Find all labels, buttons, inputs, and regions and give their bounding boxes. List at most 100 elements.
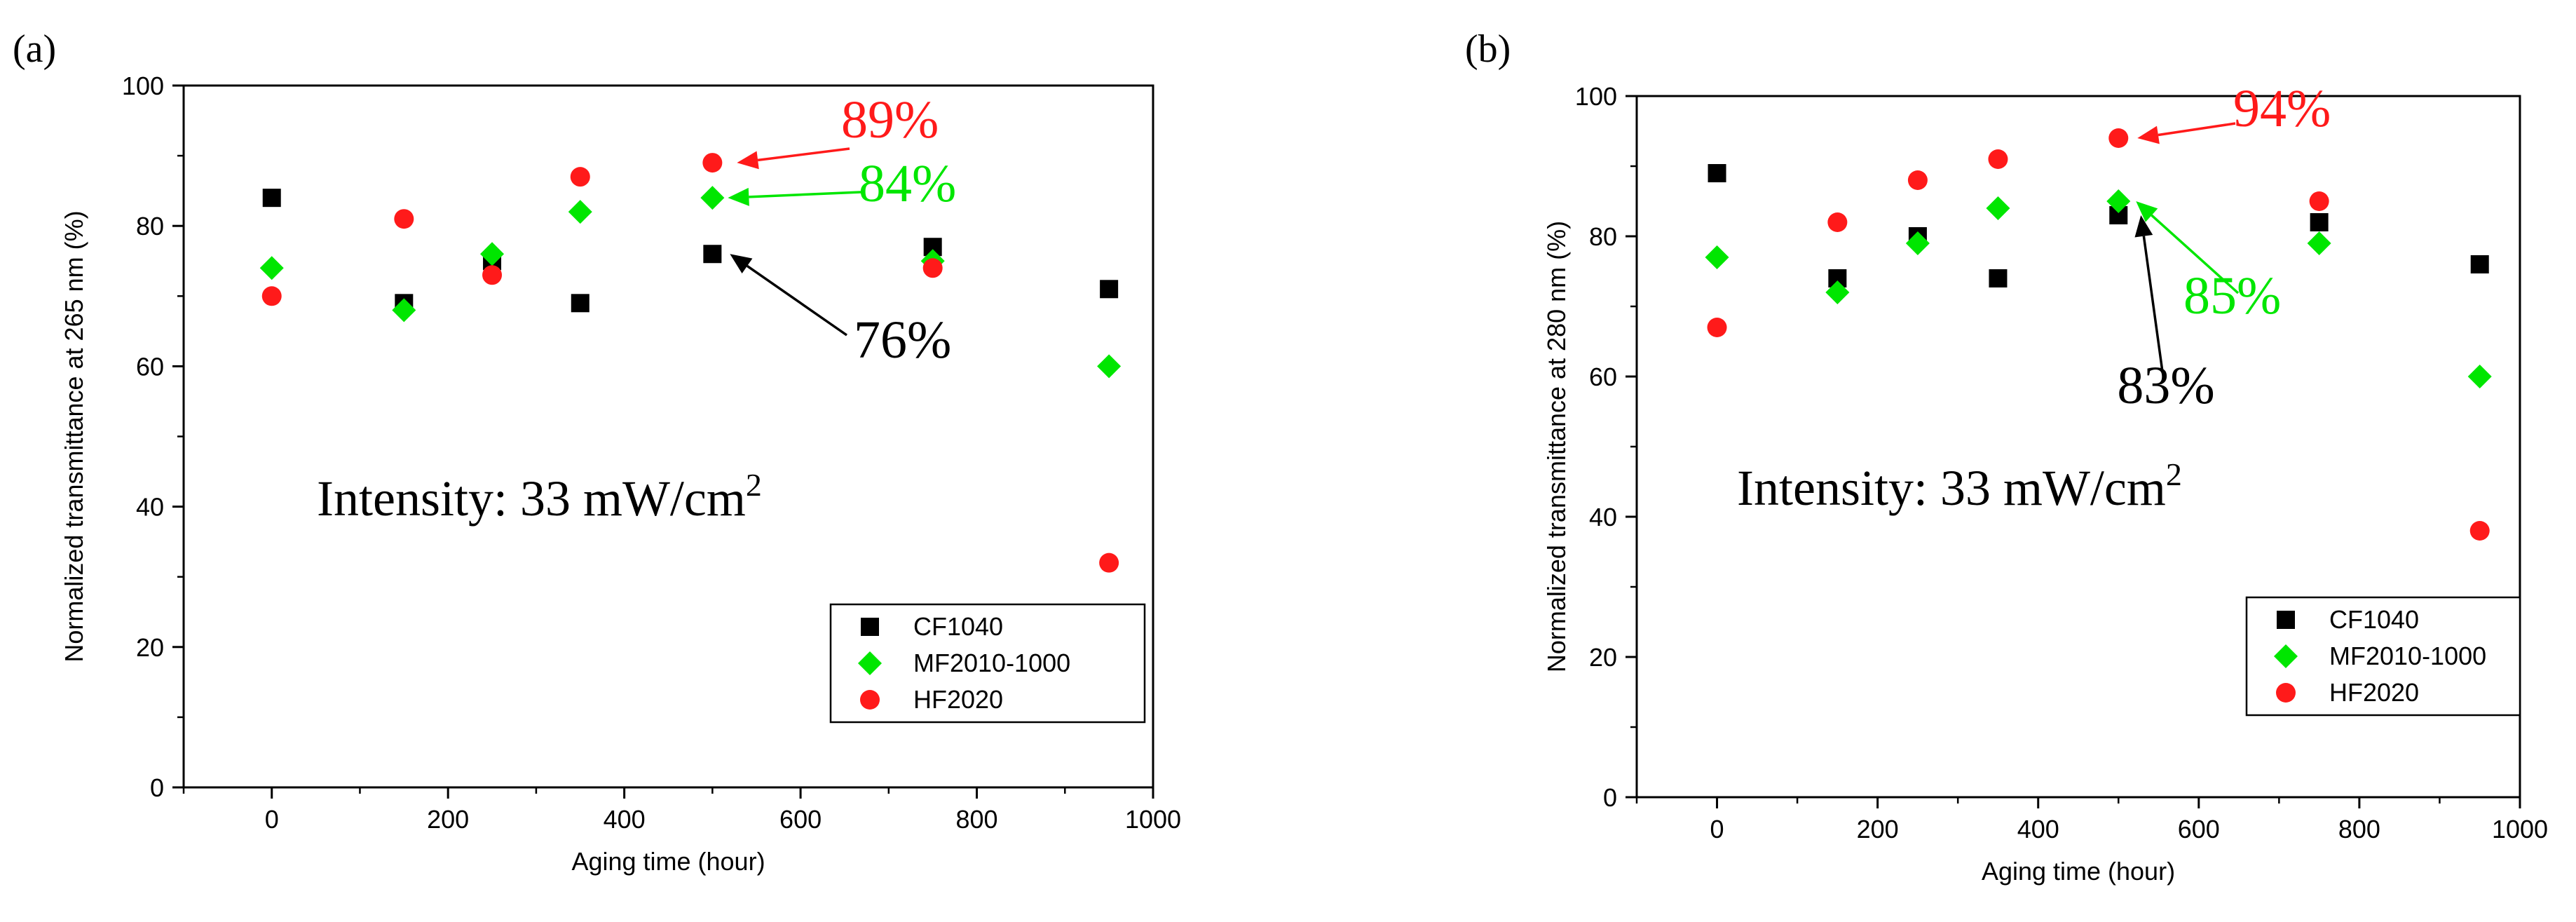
series-HF2020 [261, 153, 1119, 573]
data-point [1907, 170, 1928, 190]
annotation: 84% [728, 154, 956, 213]
annotation-arrow-head [2137, 126, 2160, 144]
y-tick-label: 80 [136, 212, 164, 240]
data-point [1827, 212, 1848, 232]
x-tick-label: 800 [2338, 815, 2380, 843]
annotation-arrow-head [728, 187, 749, 206]
x-tick-label: 0 [1710, 815, 1724, 843]
legend-marker [861, 618, 879, 636]
y-tick-label: 20 [136, 633, 164, 662]
data-point [261, 286, 282, 306]
intensity-label: Intensity: 33 mW/cm2 [1737, 456, 2182, 516]
x-tick-label: 1000 [2492, 815, 2548, 843]
annotation-arrow-head [2136, 201, 2158, 222]
legend-marker [860, 690, 880, 710]
y-tick-label: 100 [122, 72, 164, 100]
data-point [2467, 365, 2492, 388]
legend-label: MF2010-1000 [2329, 642, 2486, 670]
x-tick-label: 600 [779, 805, 822, 834]
data-point [1825, 280, 1850, 304]
data-point [1988, 149, 2008, 169]
data-point [2310, 213, 2329, 231]
y-tick-label: 60 [136, 352, 164, 381]
legend-label: HF2020 [913, 685, 1003, 714]
data-point [1986, 196, 2010, 220]
data-point [700, 186, 725, 210]
data-point [480, 242, 505, 266]
intensity-superscript: 2 [746, 467, 762, 503]
y-tick-label: 0 [1603, 783, 1617, 812]
x-tick-label: 200 [427, 805, 469, 834]
data-point [262, 189, 281, 208]
data-point [2106, 189, 2131, 213]
x-tick-label: 400 [2017, 815, 2059, 843]
x-tick-label: 0 [265, 805, 279, 834]
legend-marker [2274, 644, 2298, 668]
annotation-arrow-line [2142, 236, 2164, 372]
legend-marker [858, 651, 882, 675]
data-point [1100, 280, 1119, 299]
annotation-arrow-line [2151, 214, 2240, 294]
annotation-label: 85% [2183, 266, 2281, 325]
series-MF2010-1000 [1705, 189, 2492, 388]
data-point [703, 245, 722, 264]
annotation-label: 94% [2233, 79, 2331, 138]
series-CF1040 [262, 189, 1119, 313]
data-point [1708, 164, 1726, 182]
data-point [571, 294, 590, 313]
intensity-superscript: 2 [2166, 456, 2182, 492]
annotation: 83% [2117, 215, 2215, 415]
y-tick-label: 0 [150, 773, 164, 802]
annotation: 89% [737, 90, 939, 170]
series-MF2010-1000 [259, 186, 1122, 379]
legend-label: HF2020 [2329, 678, 2419, 707]
legend-label: MF2010-1000 [913, 649, 1070, 677]
data-point [1099, 552, 1119, 573]
data-point [568, 200, 592, 224]
annotation: 76% [730, 254, 951, 370]
annotation-arrow-line [757, 147, 850, 162]
data-point [702, 153, 723, 173]
y-tick-label: 20 [1589, 643, 1617, 672]
x-tick-label: 600 [2178, 815, 2220, 843]
y-axis-label: Normalized transmittance at 280 nm (%) [1542, 221, 1571, 672]
annotation-label: 76% [854, 311, 951, 370]
x-tick-label: 1000 [1125, 805, 1181, 834]
series-HF2020 [1707, 128, 2490, 541]
legend-box [829, 603, 1146, 724]
data-point [922, 258, 943, 278]
y-tick-label: 100 [1575, 82, 1617, 111]
annotation: 94% [2137, 79, 2331, 144]
annotation-arrow-head [737, 151, 759, 170]
legend-marker [2276, 683, 2296, 703]
annotation-arrow-line [747, 264, 847, 337]
annotation-label: 84% [859, 154, 956, 213]
annotation-arrow-line [749, 191, 861, 198]
data-point [2309, 191, 2329, 211]
panel-b: (b) 0 200 400 600 800 1000 0 20 40 60 80 100 Aging ti… [1465, 27, 2548, 886]
data-point [2469, 521, 2490, 541]
annotation-label: 89% [841, 90, 939, 149]
data-point [570, 167, 590, 187]
y-axis-label: Normalized transmittance at 265 nm (%) [60, 210, 88, 662]
panel-label: (b) [1465, 27, 1511, 71]
data-point [392, 298, 416, 323]
x-axis-label: Aging time (hour) [571, 847, 765, 876]
x-tick-label: 400 [604, 805, 646, 834]
data-point [1707, 318, 1727, 337]
legend-label: CF1040 [2329, 605, 2419, 634]
x-axis-label: Aging time (hour) [1982, 857, 2175, 886]
annotation-label: 83% [2117, 356, 2214, 415]
y-tick-label: 40 [1589, 503, 1617, 531]
data-point [2108, 128, 2129, 148]
data-point [1705, 245, 1729, 269]
data-point [1097, 354, 1122, 379]
data-point [1905, 231, 1930, 255]
panel-a: (a) 0 200 400 600 800 1000 0 20 40 60 80 100 Aging ti… [13, 27, 1181, 876]
data-point [2307, 231, 2331, 255]
x-tick-label: 200 [1857, 815, 1899, 843]
legend: CF1040 MF2010-1000 HF2020 [2245, 596, 2521, 717]
annotation: 85% [2136, 201, 2281, 325]
legend-label: CF1040 [913, 612, 1003, 641]
annotation-arrow-head [2134, 215, 2153, 238]
